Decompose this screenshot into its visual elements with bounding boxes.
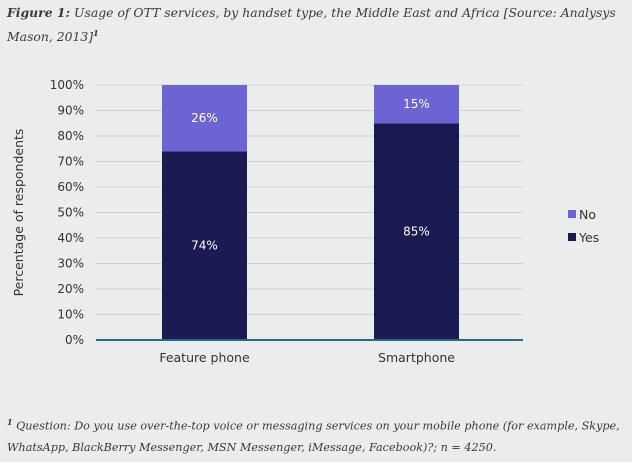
stacked-bar-chart: 0% 10% 20% 30% 40% 50% 60% 70% 80% 90% 100% 74% 26% F…: [11, 78, 599, 365]
y-tick-label: 90%: [57, 104, 84, 118]
caption-footnote-marker: 1: [93, 28, 99, 38]
figure-label: Figure 1:: [7, 5, 71, 20]
y-tick-label: 10%: [57, 308, 84, 322]
x-category-label: Smartphone: [378, 350, 455, 365]
figure-title: Usage of OTT services, by handset type, …: [7, 5, 616, 45]
data-label: 15%: [403, 97, 430, 111]
legend-swatch-yes: [568, 233, 576, 241]
y-tick-label: 20%: [57, 282, 84, 296]
bar-no-smartphone: [374, 85, 459, 124]
y-tick-label: 80%: [57, 129, 84, 143]
data-label: 74%: [191, 239, 218, 253]
legend-label-no: No: [579, 207, 596, 222]
y-tick-label: 30%: [57, 257, 84, 271]
legend-label-yes: Yes: [578, 230, 599, 245]
x-category-label: Feature phone: [159, 350, 250, 365]
chart-canvas: 0% 10% 20% 30% 40% 50% 60% 70% 80% 90% 100% 74% 26% F…: [11, 78, 599, 365]
bar-no-feature-phone: [162, 85, 247, 152]
legend-swatch-no: [568, 210, 576, 218]
footnote-marker: 1: [7, 417, 13, 427]
bar-yes-feature-phone: [162, 151, 247, 340]
data-label: 26%: [191, 111, 218, 125]
y-axis-title: Percentage of respondents: [11, 129, 26, 297]
y-tick-label: 50%: [57, 206, 84, 220]
y-tick-label: 0%: [65, 333, 84, 347]
data-label: 85%: [403, 225, 430, 239]
footnote: 1 Question: Do you use over-the-top voic…: [7, 412, 625, 458]
y-tick-label: 40%: [57, 231, 84, 245]
bar-yes-smartphone: [374, 123, 459, 340]
figure-caption: Figure 1: Usage of OTT services, by hand…: [7, 3, 622, 47]
y-tick-label: 70%: [57, 155, 84, 169]
y-tick-label: 60%: [57, 180, 84, 194]
y-tick-label: 100%: [50, 78, 84, 92]
footnote-text: Question: Do you use over-the-top voice …: [7, 419, 620, 454]
